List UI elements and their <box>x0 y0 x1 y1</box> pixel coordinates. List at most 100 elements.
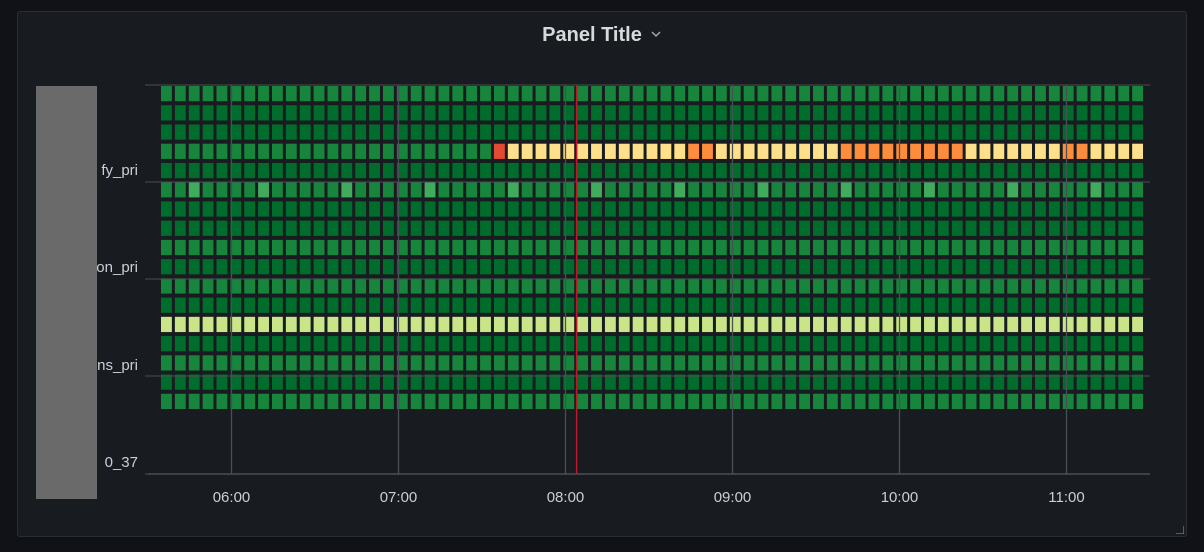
heatmap-cell[interactable] <box>826 316 838 333</box>
heatmap-cell[interactable] <box>868 201 880 217</box>
heatmap-cell[interactable] <box>396 278 408 294</box>
heatmap-cell[interactable] <box>1035 278 1046 294</box>
heatmap-cell[interactable] <box>396 259 408 275</box>
heatmap-cell[interactable] <box>910 239 922 256</box>
heatmap-cell[interactable] <box>1007 336 1019 352</box>
heatmap-cell[interactable] <box>285 201 297 217</box>
heatmap-cell[interactable] <box>951 220 963 236</box>
heatmap-cell[interactable] <box>1062 124 1074 140</box>
heatmap-cell[interactable] <box>688 105 700 121</box>
heatmap-cell[interactable] <box>674 105 686 121</box>
heatmap-cell[interactable] <box>452 278 464 294</box>
heatmap-cell[interactable] <box>840 105 852 121</box>
heatmap-cell[interactable] <box>1048 143 1060 159</box>
heatmap-cell[interactable] <box>507 278 519 294</box>
heatmap-cell[interactable] <box>840 316 852 333</box>
heatmap-cell[interactable] <box>258 374 269 390</box>
heatmap-cell[interactable] <box>313 105 325 121</box>
heatmap-cell[interactable] <box>1090 105 1102 121</box>
heatmap-cell[interactable] <box>563 316 575 333</box>
heatmap-cell[interactable] <box>563 393 575 409</box>
heatmap-cell[interactable] <box>202 316 214 333</box>
heatmap-cell[interactable] <box>521 374 533 390</box>
heatmap-cell[interactable] <box>549 374 561 390</box>
heatmap-cell[interactable] <box>702 278 713 294</box>
heatmap-cell[interactable] <box>244 105 256 121</box>
heatmap-cell[interactable] <box>271 201 283 217</box>
heatmap-cell[interactable] <box>702 239 713 256</box>
heatmap-cell[interactable] <box>202 182 214 198</box>
heatmap-cell[interactable] <box>1035 374 1046 390</box>
heatmap-cell[interactable] <box>702 374 713 390</box>
heatmap-cell[interactable] <box>896 259 908 275</box>
heatmap-cell[interactable] <box>1062 355 1074 371</box>
heatmap-cell[interactable] <box>965 297 977 313</box>
heatmap-cell[interactable] <box>937 124 949 140</box>
heatmap-cell[interactable] <box>244 201 256 217</box>
heatmap-cell[interactable] <box>244 182 256 198</box>
heatmap-cell[interactable] <box>743 374 755 390</box>
heatmap-cell[interactable] <box>549 259 561 275</box>
heatmap-cell[interactable] <box>965 86 977 102</box>
heatmap-cell[interactable] <box>480 182 491 198</box>
heatmap-cell[interactable] <box>1062 86 1074 102</box>
heatmap-cell[interactable] <box>1062 220 1074 236</box>
heatmap-cell[interactable] <box>702 297 713 313</box>
heatmap-cell[interactable] <box>813 259 824 275</box>
heatmap-cell[interactable] <box>396 297 408 313</box>
heatmap-cell[interactable] <box>258 86 269 102</box>
heatmap-cell[interactable] <box>813 143 824 159</box>
heatmap-cell[interactable] <box>979 124 991 140</box>
heatmap-cell[interactable] <box>757 162 769 179</box>
heatmap-cell[interactable] <box>327 162 339 179</box>
heatmap-cell[interactable] <box>771 182 783 198</box>
heatmap-cell[interactable] <box>466 86 478 102</box>
heatmap-cell[interactable] <box>244 393 256 409</box>
heatmap-cell[interactable] <box>174 239 186 256</box>
heatmap-cell[interactable] <box>216 336 228 352</box>
heatmap-cell[interactable] <box>785 278 797 294</box>
heatmap-cell[interactable] <box>271 278 283 294</box>
chevron-down-icon[interactable] <box>650 28 662 40</box>
heatmap-cell[interactable] <box>230 259 242 275</box>
heatmap-cell[interactable] <box>826 297 838 313</box>
heatmap-cell[interactable] <box>979 86 991 102</box>
heatmap-cell[interactable] <box>1118 297 1130 313</box>
heatmap-cell[interactable] <box>757 124 769 140</box>
heatmap-cell[interactable] <box>493 105 505 121</box>
heatmap-cell[interactable] <box>854 162 866 179</box>
heatmap-cell[interactable] <box>466 297 478 313</box>
heatmap-cell[interactable] <box>577 278 589 294</box>
heatmap-cell[interactable] <box>757 355 769 371</box>
heatmap-cell[interactable] <box>702 124 713 140</box>
heatmap-cell[interactable] <box>313 259 325 275</box>
heatmap-cell[interactable] <box>424 297 436 313</box>
heatmap-cell[interactable] <box>493 259 505 275</box>
heatmap-cell[interactable] <box>480 297 491 313</box>
heatmap-cell[interactable] <box>993 393 1005 409</box>
heatmap-cell[interactable] <box>271 393 283 409</box>
heatmap-cell[interactable] <box>438 355 450 371</box>
heatmap-cell[interactable] <box>688 297 700 313</box>
heatmap-cell[interactable] <box>591 105 602 121</box>
heatmap-cell[interactable] <box>1062 316 1074 333</box>
heatmap-cell[interactable] <box>1104 124 1116 140</box>
heatmap-cell[interactable] <box>1021 162 1033 179</box>
heatmap-cell[interactable] <box>507 239 519 256</box>
heatmap-cell[interactable] <box>1062 393 1074 409</box>
heatmap-cell[interactable] <box>979 374 991 390</box>
heatmap-cell[interactable] <box>563 143 575 159</box>
heatmap-cell[interactable] <box>1035 105 1046 121</box>
heatmap-cell[interactable] <box>174 220 186 236</box>
heatmap-cell[interactable] <box>424 278 436 294</box>
heatmap-cell[interactable] <box>410 297 422 313</box>
heatmap-cell[interactable] <box>660 162 672 179</box>
heatmap-cell[interactable] <box>438 336 450 352</box>
heatmap-cell[interactable] <box>258 201 269 217</box>
heatmap-cell[interactable] <box>799 316 811 333</box>
heatmap-cell[interactable] <box>882 220 894 236</box>
heatmap-cell[interactable] <box>618 143 630 159</box>
heatmap-cell[interactable] <box>202 124 214 140</box>
heatmap-cell[interactable] <box>410 162 422 179</box>
heatmap-cell[interactable] <box>618 201 630 217</box>
